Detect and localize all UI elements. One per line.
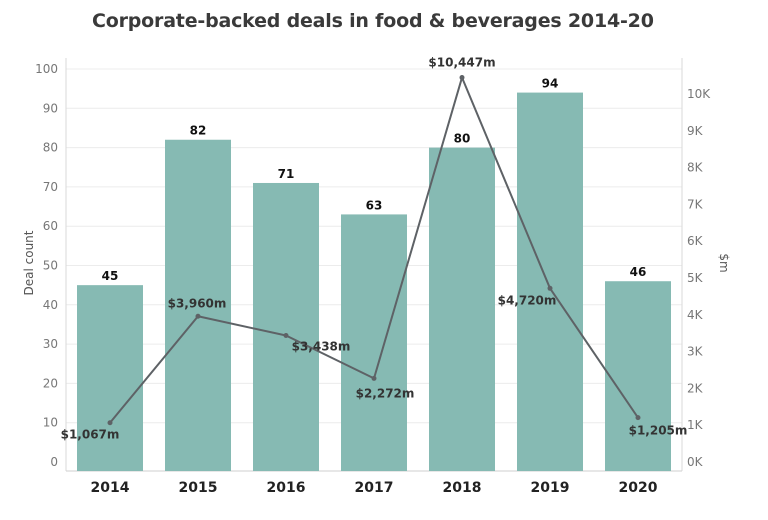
data-labels: 45 82 71 63 80 94 46 $1,067m $3,960m $3,438m $2,27… [61,56,688,442]
line-value-label: $1,067m [61,428,120,442]
y-tick-label: 10 [43,416,58,430]
y-tick-label: 40 [43,298,58,312]
x-tick-label: 2016 [267,480,306,496]
y2-tick-label: 9K [687,124,704,138]
y-tick-label: 20 [43,376,58,390]
y-tick-label: 30 [43,337,58,351]
bar-value-label: 46 [630,265,647,279]
y-tick-label: 80 [43,141,58,155]
line-point [547,285,553,291]
line-value-label: $2,272m [356,386,415,400]
bar-value-label: 94 [542,77,559,91]
y2-tick-label: 0K [687,455,704,469]
line-point [195,313,201,319]
line-value-label: $10,447m [428,56,495,70]
bar [341,214,407,471]
x-tick-label: 2014 [91,480,130,496]
line-series [107,75,641,426]
y-tick-label: 50 [43,259,58,273]
chart-title: Corporate-backed deals in food & beverag… [92,10,654,32]
x-tick-label: 2018 [443,480,482,496]
bar-value-label: 80 [454,132,471,146]
line-value-label: $1,205m [629,424,688,438]
y2-tick-label: 6K [687,234,704,248]
y-axis-label: Deal count [22,230,36,295]
y2-tick-label: 2K [687,381,704,395]
x-tick-label: 2020 [619,480,658,496]
axes: 0 10 20 30 40 50 60 70 80 90 100 0K 1K 2K 3K 4K 5K 6K 7K 8K… [35,58,711,496]
y2-axis-label: $m [717,253,731,272]
bar [605,281,671,471]
y-tick-label: 0 [50,455,58,469]
bar-series [77,92,671,472]
bar [517,92,583,471]
y2-tick-label: 5K [687,271,704,285]
line-point [635,415,641,421]
line-point [459,75,465,81]
y2-tick-label: 3K [687,345,704,359]
y2-tick-label: 1K [687,418,704,432]
bar-value-label: 71 [278,167,295,181]
bar [165,139,231,472]
y2-tick-label: 4K [687,308,704,322]
bar-value-label: 63 [366,198,383,212]
x-tick-label: 2017 [355,480,394,496]
y2-tick-label: 7K [687,197,704,211]
bar [429,147,495,471]
line-point [283,332,289,338]
x-tick-label: 2019 [531,480,570,496]
y-tick-label: 100 [35,62,58,76]
y2-tick-label: 10K [687,87,711,101]
y-tick-label: 70 [43,180,58,194]
line-point [371,375,377,381]
line-value-label: $4,720m [498,293,557,307]
line-point [107,420,113,426]
y-tick-label: 60 [43,219,58,233]
bar [77,285,143,471]
bar-value-label: 45 [102,269,119,283]
bar [253,182,319,471]
y2-tick-label: 8K [687,161,704,175]
bar-value-label: 82 [190,124,207,138]
y-tick-label: 90 [43,101,58,115]
line-value-label: $3,438m [292,339,351,353]
line-value-label: $3,960m [168,296,227,310]
x-tick-label: 2015 [179,480,218,496]
